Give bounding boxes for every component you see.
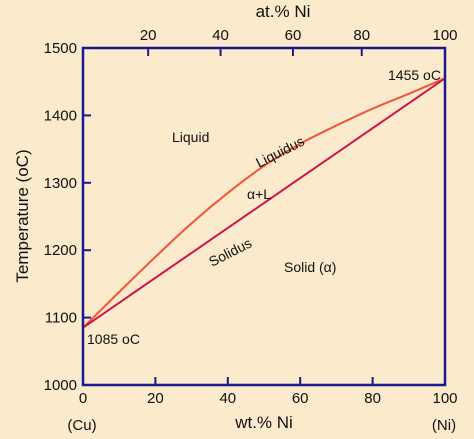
series-line-liquidus bbox=[82, 77, 446, 329]
x-ticks: 0 20 40 60 80 100 bbox=[79, 377, 458, 407]
x-tick-label: 40 bbox=[219, 390, 236, 407]
y-tick-label: 1300 bbox=[44, 175, 77, 192]
plot-frame bbox=[81, 46, 447, 387]
top-axis-title: at.% Ni bbox=[256, 2, 311, 21]
x-tick-label: 80 bbox=[364, 390, 381, 407]
series-line-solidus bbox=[82, 77, 446, 329]
y-tick-label: 1400 bbox=[44, 107, 77, 124]
top-ticks: 20 40 60 80 100 bbox=[140, 27, 458, 56]
y-tick-label: 1000 bbox=[44, 377, 77, 394]
y-axis-title: Temperature (oC) bbox=[13, 149, 32, 282]
y-tick-label: 1200 bbox=[44, 242, 77, 259]
y-tick-label: 1100 bbox=[45, 310, 77, 327]
label-cu-melting: 1085 oC bbox=[87, 331, 140, 347]
x-tick-label: 20 bbox=[147, 390, 164, 407]
x-tick-label: 100 bbox=[432, 390, 457, 407]
y-ticks: 1000 1100 1200 1300 1400 1500 bbox=[44, 40, 91, 394]
top-tick-label: 20 bbox=[140, 27, 157, 44]
top-tick-label: 60 bbox=[285, 27, 302, 44]
label-two-phase: α+L bbox=[247, 186, 271, 202]
x-end-label-cu: (Cu) bbox=[67, 417, 96, 434]
label-solid: Solid (α) bbox=[284, 259, 336, 275]
x-axis-title: wt.% Ni bbox=[234, 413, 293, 432]
label-liquid: Liquid bbox=[172, 129, 209, 145]
top-tick-label: 100 bbox=[432, 27, 457, 44]
x-tick-label: 60 bbox=[292, 390, 309, 407]
top-tick-label: 80 bbox=[353, 27, 370, 44]
y-tick-label: 1500 bbox=[44, 40, 77, 57]
label-ni-melting: 1455 oC bbox=[388, 67, 441, 83]
x-end-label-ni: (Ni) bbox=[432, 417, 456, 434]
x-tick-label: 0 bbox=[79, 390, 87, 407]
chart-marks bbox=[82, 77, 446, 329]
top-tick-label: 40 bbox=[212, 27, 229, 44]
